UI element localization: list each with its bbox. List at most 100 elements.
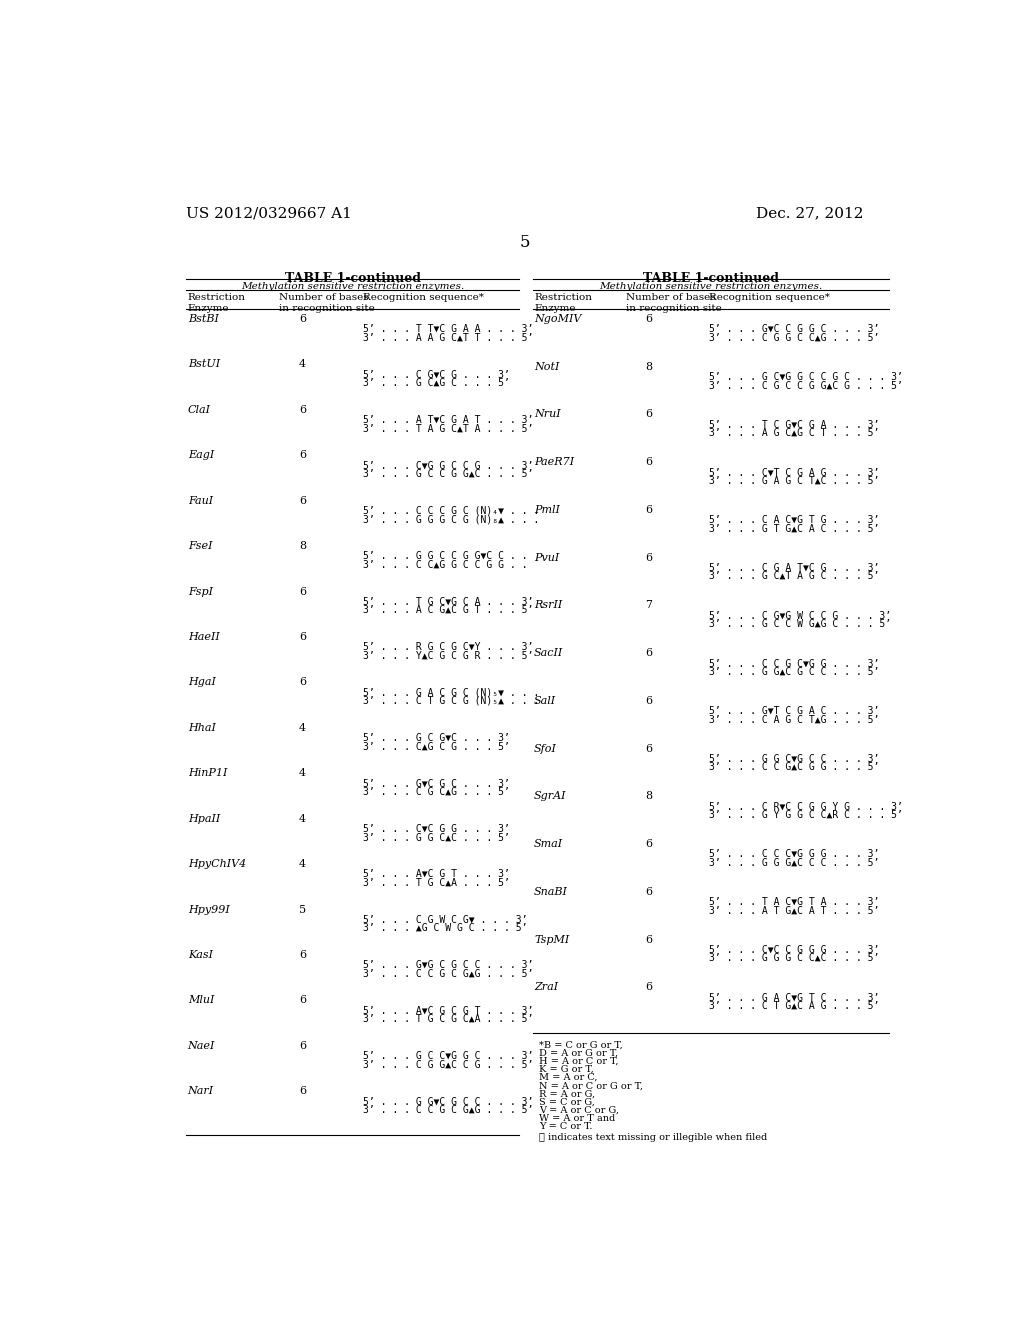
Text: 4: 4: [299, 359, 306, 370]
Text: 6: 6: [645, 743, 652, 754]
Text: 5’ . . . G G C▼G C C . . . 3’: 5’ . . . G G C▼G C C . . . 3’: [710, 754, 880, 763]
Text: NruI: NruI: [535, 409, 561, 420]
Text: 5: 5: [299, 904, 306, 915]
Text: 3’ . . . Y▲C G C G R . . . 5’: 3’ . . . Y▲C G C G R . . . 5’: [362, 651, 534, 660]
Text: 3’ . . . A T G▲C A T . . . 5’: 3’ . . . A T G▲C A T . . . 5’: [710, 906, 880, 915]
Text: 6: 6: [299, 586, 306, 597]
Text: PvuI: PvuI: [535, 553, 559, 562]
Text: 6: 6: [645, 457, 652, 467]
Text: SacII: SacII: [535, 648, 563, 659]
Text: KasI: KasI: [187, 950, 213, 960]
Text: M = A or C,: M = A or C,: [539, 1073, 597, 1082]
Text: 3’ . . . G T G▲C A C . . . 5’: 3’ . . . G T G▲C A C . . . 5’: [710, 524, 880, 533]
Text: 3’ . . . G C▲G C . . . 5’: 3’ . . . G C▲G C . . . 5’: [362, 378, 510, 388]
Text: 6: 6: [299, 995, 306, 1006]
Text: Hpy99I: Hpy99I: [187, 904, 229, 915]
Text: 5’ . . . C G▼C G . . . 3’: 5’ . . . C G▼C G . . . 3’: [362, 370, 510, 379]
Text: 8: 8: [645, 792, 652, 801]
Text: 6: 6: [645, 935, 652, 945]
Text: HpyChIV4: HpyChIV4: [187, 859, 246, 869]
Text: 6: 6: [299, 632, 306, 642]
Text: 3’ . . . A G C▲G C T . . . 5’: 3’ . . . A G C▲G C T . . . 5’: [710, 428, 880, 438]
Text: TABLE 1-continued: TABLE 1-continued: [643, 272, 779, 285]
Text: 3’ . . . C G G C C▲G . . . 5’: 3’ . . . C G G C C▲G . . . 5’: [710, 333, 880, 342]
Text: N = A or C or G or T,: N = A or C or G or T,: [539, 1081, 643, 1090]
Text: 6: 6: [645, 648, 652, 659]
Text: 5’ . . . C G W C G▼ . . . 3’: 5’ . . . C G W C G▼ . . . 3’: [362, 915, 527, 924]
Text: 3’ . . . C G C▲G . . . 5’: 3’ . . . C G C▲G . . . 5’: [362, 787, 510, 797]
Text: MluI: MluI: [187, 995, 214, 1006]
Text: 4: 4: [299, 723, 306, 733]
Text: NotI: NotI: [535, 362, 559, 372]
Text: 6: 6: [645, 696, 652, 706]
Text: 3’ . . . G Y G G C C▲R C . . . 5’: 3’ . . . G Y G G C C▲R C . . . 5’: [710, 810, 903, 820]
Text: Methylation sensitive restriction enzymes.: Methylation sensitive restriction enzyme…: [599, 282, 822, 292]
Text: FspI: FspI: [187, 586, 213, 597]
Text: ClaI: ClaI: [187, 405, 211, 414]
Text: V = A or C or G,: V = A or C or G,: [539, 1106, 618, 1114]
Text: TspMI: TspMI: [535, 935, 569, 945]
Text: 5’ . . . C▼C G G . . . 3’: 5’ . . . C▼C G G . . . 3’: [362, 824, 510, 834]
Text: 6: 6: [299, 950, 306, 960]
Text: 8: 8: [645, 362, 652, 372]
Text: 3’ . . . G C C W G▲G C . . . 5’: 3’ . . . G C C W G▲G C . . . 5’: [710, 619, 891, 628]
Text: 4: 4: [299, 859, 306, 869]
Text: 5’ . . . C▼G G C C G . . . 3’: 5’ . . . C▼G G C C G . . . 3’: [362, 461, 534, 470]
Text: S = C or G,: S = C or G,: [539, 1097, 595, 1106]
Text: BstUI: BstUI: [187, 359, 220, 370]
Text: 8: 8: [299, 541, 306, 550]
Text: HpaII: HpaII: [187, 813, 220, 824]
Text: 3’ . . . C G C C G G▲C G . . . 5’: 3’ . . . C G C C G G▲C G . . . 5’: [710, 380, 903, 391]
Text: 5’ . . . C R▼C C G G Y G . . . 3’: 5’ . . . C R▼C C G G Y G . . . 3’: [710, 801, 903, 812]
Text: 6: 6: [645, 409, 652, 420]
Text: 3’ . . . ▲G C W G C . . . 5’: 3’ . . . ▲G C W G C . . . 5’: [362, 923, 527, 933]
Text: 5’ . . . C A C▼G T G . . . 3’: 5’ . . . C A C▼G T G . . . 3’: [710, 515, 880, 525]
Text: 3’ . . . T G C G C▲A . . . 5’: 3’ . . . T G C G C▲A . . . 5’: [362, 1014, 534, 1024]
Text: TABLE 1-continued: TABLE 1-continued: [285, 272, 421, 285]
Text: Restriction
Enzyme: Restriction Enzyme: [535, 293, 592, 313]
Text: 5’ . . . G▼C G C . . . 3’: 5’ . . . G▼C G C . . . 3’: [362, 779, 510, 788]
Text: 3’ . . . C A G C T▲G . . . 5’: 3’ . . . C A G C T▲G . . . 5’: [710, 714, 880, 725]
Text: SmaI: SmaI: [535, 840, 563, 849]
Text: NarI: NarI: [187, 1086, 214, 1096]
Text: PmlI: PmlI: [535, 506, 560, 515]
Text: US 2012/0329667 A1: US 2012/0329667 A1: [186, 206, 352, 220]
Text: 5’ . . . C G A T▼C G . . . 3’: 5’ . . . C G A T▼C G . . . 3’: [710, 562, 880, 573]
Text: 5’ . . . C C G C▼G G . . . 3’: 5’ . . . C C G C▼G G . . . 3’: [710, 659, 880, 668]
Text: 5’ . . . C C C▼G G G . . . 3’: 5’ . . . C C C▼G G G . . . 3’: [710, 849, 880, 859]
Text: 3’ . . . A C G▲C G T . . . 5’: 3’ . . . A C G▲C G T . . . 5’: [362, 605, 534, 615]
Text: SfoI: SfoI: [535, 743, 557, 754]
Text: RsrII: RsrII: [535, 601, 562, 610]
Text: 6: 6: [299, 1040, 306, 1051]
Text: 3’ . . . G A G C T▲C . . . 5’: 3’ . . . G A G C T▲C . . . 5’: [710, 475, 880, 486]
Text: 6: 6: [645, 982, 652, 993]
Text: HhaI: HhaI: [187, 723, 215, 733]
Text: 3’ . . . G G G C G (N)₈▲ . . .: 3’ . . . G G G C G (N)₈▲ . . .: [362, 515, 539, 524]
Text: Methylation sensitive restriction enzymes.: Methylation sensitive restriction enzyme…: [241, 282, 464, 292]
Text: Y = C or T.: Y = C or T.: [539, 1122, 592, 1131]
Text: Dec. 27, 2012: Dec. 27, 2012: [756, 206, 863, 220]
Text: HinP1I: HinP1I: [187, 768, 227, 779]
Text: 6: 6: [299, 314, 306, 323]
Text: 3’ . . . C C▲G G C C G G . .: 3’ . . . C C▲G G C C G G . .: [362, 560, 527, 569]
Text: NaeI: NaeI: [187, 1040, 215, 1051]
Text: Number of bases
in recognition site: Number of bases in recognition site: [280, 293, 375, 313]
Text: 3’ . . . C C G▲C G G . . . 5’: 3’ . . . C C G▲C G G . . . 5’: [710, 762, 880, 772]
Text: 6: 6: [299, 450, 306, 461]
Text: 3’ . . . C C G C G▲G . . . 5’: 3’ . . . C C G C G▲G . . . 5’: [362, 969, 534, 978]
Text: 5’ . . . T T▼C G A A . . . 3’: 5’ . . . T T▼C G A A . . . 3’: [362, 323, 534, 334]
Text: NgoMIV: NgoMIV: [535, 314, 582, 323]
Text: 6: 6: [645, 506, 652, 515]
Text: 6: 6: [645, 553, 652, 562]
Text: 5’ . . . G C G▼C . . . 3’: 5’ . . . G C G▼C . . . 3’: [362, 733, 510, 743]
Text: 5’ . . . R G C G C▼Y . . . 3’: 5’ . . . R G C G C▼Y . . . 3’: [362, 642, 534, 652]
Text: 4: 4: [299, 768, 306, 779]
Text: SalI: SalI: [535, 696, 556, 706]
Text: 5’ . . . T C G▼C G A . . . 3’: 5’ . . . T C G▼C G A . . . 3’: [710, 420, 880, 429]
Text: ⓘ indicates text missing or illegible when filed: ⓘ indicates text missing or illegible wh…: [539, 1133, 767, 1142]
Text: 3’ . . . A A G C▲T T . . . 5’: 3’ . . . A A G C▲T T . . . 5’: [362, 333, 534, 342]
Text: D = A or G or T,: D = A or G or T,: [539, 1049, 617, 1057]
Text: HgaI: HgaI: [187, 677, 215, 688]
Text: 4: 4: [299, 813, 306, 824]
Text: 3’ . . . T G C▲A . . . 5’: 3’ . . . T G C▲A . . . 5’: [362, 878, 510, 887]
